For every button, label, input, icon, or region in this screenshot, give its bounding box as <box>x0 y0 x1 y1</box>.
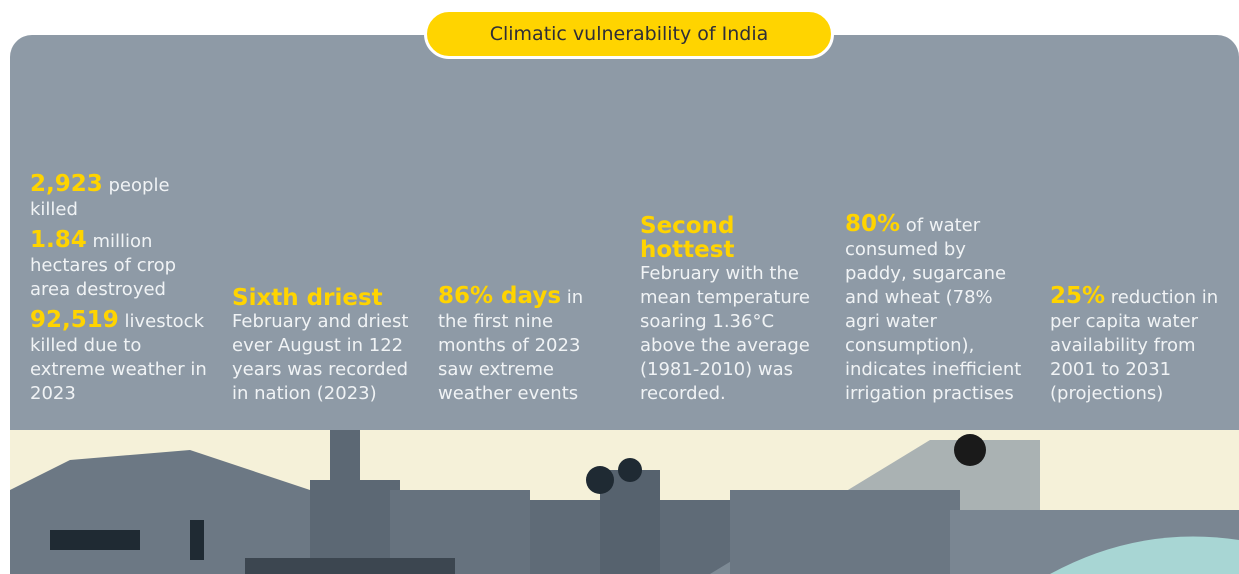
stat-column: 25% reduction in per capita water availa… <box>1050 278 1235 406</box>
stat-text: February with the mean temperature soari… <box>640 263 810 404</box>
stat-item: Second hottest February with the mean te… <box>640 214 815 406</box>
stat-highlight: Sixth driest <box>232 286 412 310</box>
stat-highlight: 1.84 <box>30 227 87 253</box>
stat-text: February and driest ever August in 122 y… <box>232 311 408 404</box>
stat-column: 2,923 people killed 1.84 million hectares… <box>30 166 215 406</box>
stat-highlight: 2,923 <box>30 171 103 197</box>
title: Climatic vulnerability of India <box>424 9 834 59</box>
stat-highlight: 80% <box>845 211 900 237</box>
stat-highlight: 92,519 <box>30 307 119 333</box>
stat-item: Sixth driest February and driest ever Au… <box>232 286 412 406</box>
stat-column: 80% of water consumed by paddy, sugarcan… <box>845 206 1025 406</box>
stat-highlight: 86% days <box>438 283 561 309</box>
stat-text: of water consumed by paddy, sugarcane an… <box>845 215 1021 404</box>
page: Climatic vulnerability of India 2,923 pe… <box>0 0 1239 574</box>
stat-item: 80% of water consumed by paddy, sugarcan… <box>845 212 1025 406</box>
stat-item: 92,519 livestock killed due to extreme w… <box>30 308 215 406</box>
stat-column: 86% days in the first nine months of 202… <box>438 278 618 406</box>
stat-item: 1.84 million hectares of crop area destr… <box>30 228 215 302</box>
stat-column: Sixth driest February and driest ever Au… <box>232 280 412 406</box>
stat-highlight: 25% <box>1050 283 1105 309</box>
stat-item: 86% days in the first nine months of 202… <box>438 284 618 406</box>
stat-item: 25% reduction in per capita water availa… <box>1050 284 1235 406</box>
stat-highlight: Second hottest <box>640 214 815 262</box>
stat-item: 2,923 people killed <box>30 172 215 222</box>
illustration <box>10 430 1239 574</box>
stat-column: Second hottest February with the mean te… <box>640 208 815 406</box>
